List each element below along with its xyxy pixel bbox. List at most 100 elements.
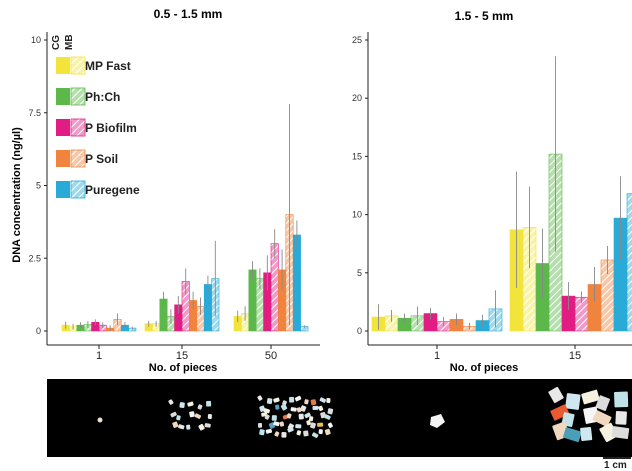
legend-label: Puregene: [85, 183, 140, 197]
left-panel-title: 0.5 - 1.5 mm: [154, 7, 223, 21]
left-bars: [61, 104, 309, 332]
plastic-piece: [581, 389, 600, 405]
plastic-piece: [189, 411, 195, 418]
y-axis-label: DNA concentration (ng/µl): [11, 127, 23, 263]
plastic-piece: [294, 395, 302, 402]
plastic-piece: [198, 423, 205, 431]
legend-swatch-cg: [56, 57, 70, 74]
plastic-piece: [295, 424, 302, 429]
right-y-ticks: 0 5 10 15 20 25: [352, 35, 368, 336]
legend-swatch-mb: [70, 87, 86, 106]
legend-swatch-cg: [56, 88, 70, 105]
left-y-tick-label: 10: [31, 35, 41, 45]
plastic-piece: [186, 424, 191, 430]
right-y-tick-label: 25: [352, 35, 362, 45]
plastic-piece: [298, 413, 304, 420]
left-x-axis-label: No. of pieces: [149, 362, 217, 374]
legend-label: P Biofilm: [85, 121, 137, 135]
plastic-piece: [266, 398, 273, 405]
scale-bar-label: 1 cm: [604, 460, 627, 471]
plastic-piece: [317, 422, 324, 427]
plastic-piece: [178, 424, 185, 430]
left-x-ticks: 1 15 50: [96, 345, 277, 362]
right-x-tick-label: 15: [569, 350, 581, 362]
plastic-piece: [319, 397, 327, 403]
legend-swatch-cg: [56, 150, 70, 167]
legend: CG MB MP Fast Ph:Ch P Biofilm P Soil Puregen…: [51, 34, 140, 199]
plastic-piece: [614, 391, 629, 408]
plastic-piece: [303, 430, 309, 437]
plastic-piece: [265, 428, 273, 434]
plastic-piece: [327, 422, 333, 428]
left-y-tick-label: 7.5: [28, 108, 41, 118]
right-x-ticks: 1 15: [434, 345, 581, 362]
legend-swatch-mb: [70, 118, 86, 137]
left-x-tick-label: 50: [265, 350, 277, 362]
legend-label: Ph:Ch: [85, 90, 120, 104]
plastic-piece: [595, 395, 610, 411]
plastic-piece: [206, 400, 212, 407]
plastic-piece: [296, 407, 302, 413]
legend-header-cg: CG: [51, 35, 62, 50]
right-y-tick-label: 15: [352, 151, 362, 161]
left-x-tick-label: 15: [176, 350, 188, 362]
plastic-piece: [318, 429, 323, 435]
plastic-piece: [264, 414, 270, 420]
fifteen-pieces-small: [168, 399, 212, 431]
plastic-piece: [194, 413, 202, 419]
legend-swatch-mb: [70, 149, 86, 168]
plastic-piece: [263, 408, 270, 414]
right-y-tick-label: 5: [357, 268, 362, 278]
plastic-piece: [565, 393, 581, 410]
right-y-tick-label: 10: [352, 210, 362, 220]
right-y-tick-label: 20: [352, 93, 362, 103]
plastic-piece: [289, 396, 295, 403]
plastic-piece: [204, 423, 211, 428]
plastic-piece: [257, 395, 263, 401]
plastic-piece: [271, 415, 277, 421]
plastic-piece: [282, 400, 287, 406]
plastic-piece: [280, 403, 288, 411]
right-y-tick-label: 0: [357, 326, 362, 336]
plastic-piece: [296, 430, 302, 436]
plastic-piece: [563, 427, 582, 443]
plastic-piece: [611, 426, 630, 440]
plastic-piece: [179, 402, 185, 409]
plastic-piece: [318, 405, 324, 412]
plastic-piece: [258, 423, 262, 428]
plastic-piece: [326, 398, 331, 403]
plastic-piece: [324, 428, 331, 436]
left-bar: [248, 269, 257, 332]
plastic-piece: [187, 401, 194, 407]
legend-label: MP Fast: [85, 59, 131, 73]
legend-swatch-mb: [70, 56, 86, 75]
right-x-axis-label: No. of pieces: [450, 362, 518, 374]
legend-swatch-mb: [70, 180, 86, 199]
plastic-piece: [309, 422, 316, 429]
fifty-pieces-small: [257, 395, 334, 439]
figure-svg: 0.5 - 1.5 mm DNA concentration (ng/µl) 0…: [11, 7, 632, 374]
plastic-piece: [592, 410, 612, 427]
plastic-piece: [312, 405, 319, 410]
plastic-piece: [327, 408, 334, 415]
legend-label: P Soil: [85, 152, 118, 166]
plastic-piece: [550, 404, 570, 421]
plastic-piece: [310, 399, 317, 406]
plastic-piece: [273, 421, 280, 427]
plastic-piece: [548, 386, 564, 404]
plastic-piece: [324, 414, 331, 420]
plastic-piece: [207, 414, 212, 419]
plastic-piece: [172, 421, 179, 428]
plastic-piece: [580, 426, 593, 442]
plastic-piece: [286, 413, 292, 419]
legend-header-mb: MB: [64, 34, 75, 50]
plastic-piece: [304, 399, 309, 405]
plastic-piece: [304, 412, 311, 419]
plastic-piece: [300, 405, 307, 412]
plastic-piece: [274, 431, 280, 437]
single-piece-small: [97, 417, 103, 423]
left-y-tick-label: 0: [36, 326, 41, 336]
fifteen-pieces-large: [548, 386, 630, 443]
plastic-piece: [168, 399, 174, 405]
plastic-piece: [273, 397, 280, 403]
